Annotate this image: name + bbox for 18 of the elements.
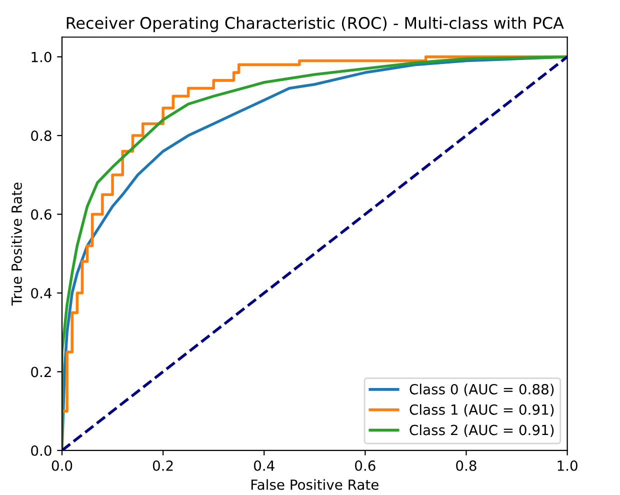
legend-label: Class 2 (AUC = 0.91) xyxy=(410,424,554,437)
x-tick-label: 0.2 xyxy=(152,460,173,471)
y-tick-label: 1.0 xyxy=(32,52,52,62)
y-tick-label: 0.4 xyxy=(31,288,52,298)
x-tick-label: 0.0 xyxy=(52,460,72,471)
x-tick-label: 1.0 xyxy=(558,460,578,471)
y-axis-title: True Positive Rate xyxy=(11,182,22,306)
x-tick-label: 0.6 xyxy=(355,460,376,471)
legend-label: Class 1 (AUC = 0.91) xyxy=(410,404,554,417)
x-tick-label: 0.8 xyxy=(456,460,476,471)
x-tick-label: 0.4 xyxy=(254,460,274,471)
y-tick-label: 0.0 xyxy=(31,445,52,456)
y-tick-label: 0.6 xyxy=(31,209,52,220)
y-tick-label: 0.2 xyxy=(31,366,51,378)
y-tick-label: 0.8 xyxy=(31,130,52,142)
x-axis-title: False Positive Rate xyxy=(251,479,378,490)
legend-label: Class 0 (AUC = 0.88) xyxy=(410,384,554,396)
chart-title: Receiver Operating Characteristic (ROC) - Multi-class with PCA xyxy=(66,16,564,32)
